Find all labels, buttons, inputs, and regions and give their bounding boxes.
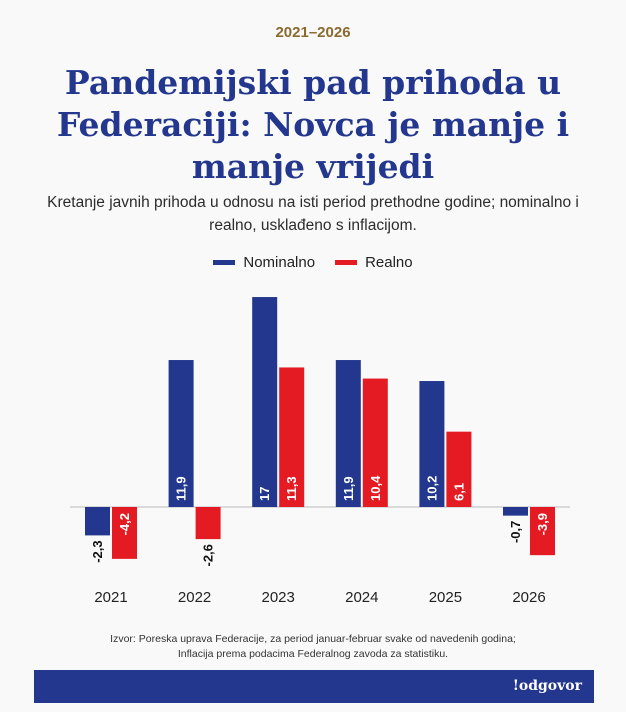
bar-chart: -2,3 -4,2 2021 11,9 -2,6 2022 17 11,3 2023 11,9 10… bbox=[70, 297, 570, 606]
bar-nominal-2024 bbox=[335, 360, 361, 507]
data-label-real-2025: 6,1 bbox=[451, 483, 466, 501]
footer-bar: !odgovor bbox=[34, 670, 594, 703]
bar-real-2025 bbox=[446, 431, 472, 507]
chart-title: Pandemijski pad prihoda u Federaciji: No… bbox=[56, 63, 570, 186]
x-tick-label-2024: 2024 bbox=[345, 589, 378, 606]
data-label-real-2022: -2,6 bbox=[201, 544, 216, 566]
kicker-years: 2021–2026 bbox=[275, 24, 351, 41]
legend-label-nominal: Nominalno bbox=[243, 254, 316, 271]
bar-nominal-2025 bbox=[419, 381, 445, 507]
source-line-1: Izvor: Poreska uprava Federacije, za per… bbox=[110, 633, 516, 645]
data-label-nominal-2026: -0,7 bbox=[508, 521, 523, 543]
x-tick-label-2026: 2026 bbox=[512, 589, 545, 606]
source-note: Izvor: Poreska uprava Federacije, za per… bbox=[20, 632, 606, 662]
legend-label-real: Realno bbox=[365, 254, 413, 271]
x-tick-label-2022: 2022 bbox=[178, 589, 211, 606]
legend-item-real: Realno bbox=[335, 254, 413, 271]
data-label-nominal-2025: 10,2 bbox=[424, 476, 439, 501]
data-label-real-2023: 11,3 bbox=[284, 476, 299, 501]
data-label-nominal-2022: 11,9 bbox=[174, 476, 189, 501]
brand-logo: !odgovor bbox=[512, 678, 582, 694]
x-tick-label-2021: 2021 bbox=[94, 589, 127, 606]
bar-nominal-2022 bbox=[168, 360, 194, 507]
bar-real-2022 bbox=[195, 507, 221, 540]
bar-real-2021 bbox=[112, 507, 137, 559]
source-line-2: Inflacija prema podacima Federalnog zavo… bbox=[177, 648, 449, 660]
data-label-real-2026: -3,9 bbox=[535, 513, 550, 535]
data-label-nominal-2023: 17 bbox=[257, 487, 272, 501]
bar-nominal-2026 bbox=[503, 507, 528, 516]
legend-swatch-real bbox=[335, 260, 358, 265]
legend: Nominalno Realno bbox=[0, 254, 626, 271]
chart-subtitle: Kretanje javnih prihoda u odnosu na isti… bbox=[47, 194, 579, 234]
bar-nominal-2023 bbox=[252, 297, 278, 507]
legend-swatch-nominal bbox=[213, 260, 236, 265]
bar-real-2026 bbox=[530, 507, 555, 556]
data-label-real-2021: -4,2 bbox=[117, 513, 132, 535]
data-label-nominal-2021: -2,3 bbox=[90, 540, 105, 562]
data-label-real-2024: 10,4 bbox=[368, 475, 383, 501]
bar-real-2023 bbox=[279, 367, 305, 507]
bar-nominal-2021 bbox=[85, 507, 110, 536]
x-tick-label-2025: 2025 bbox=[429, 589, 462, 606]
data-label-nominal-2024: 11,9 bbox=[341, 476, 356, 501]
bar-real-2024 bbox=[362, 378, 388, 507]
x-tick-label-2023: 2023 bbox=[262, 589, 295, 606]
legend-item-nominal: Nominalno bbox=[213, 254, 315, 271]
